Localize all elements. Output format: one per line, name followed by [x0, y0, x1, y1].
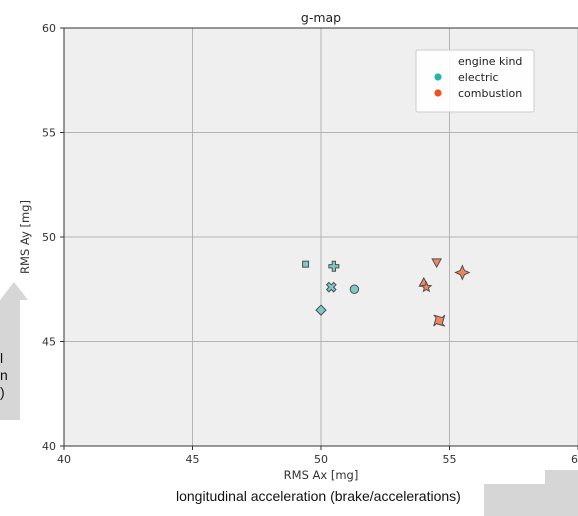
left-annotation-line2: n	[0, 367, 8, 383]
left-annotation-line3: )	[0, 384, 5, 400]
y-tick-label: 55	[42, 127, 56, 140]
electric-point-diamond	[315, 304, 327, 316]
legend-label-electric: electric	[458, 71, 499, 84]
x-tick-label: 40	[57, 453, 71, 466]
combustion-point-star	[420, 280, 433, 293]
electric-point-square	[302, 260, 310, 268]
y-tick-label: 60	[42, 22, 56, 35]
y-tick-label: 50	[42, 231, 56, 244]
legend-marker-electric	[434, 73, 442, 81]
y-tick-label: 40	[42, 440, 56, 453]
electric-point-circle	[349, 284, 360, 294]
combustion-point-star4	[454, 264, 471, 281]
y-axis-label: RMS Ay [mg]	[18, 200, 32, 274]
bottom-arrow-shape	[484, 470, 578, 516]
x-tick-label: 50	[314, 453, 328, 466]
combustion-point-pinwheel	[433, 314, 446, 327]
left-arrow-shape	[0, 282, 28, 420]
electric-point-plus	[328, 260, 340, 272]
combustion-point-triangle-down	[431, 258, 442, 269]
legend-label-combustion: combustion	[458, 87, 522, 100]
electric-point-x	[325, 281, 337, 293]
x-axis-label: RMS Ax [mg]	[284, 468, 359, 482]
chart-title: g-map	[301, 10, 341, 25]
left-annotation-line1: l	[0, 350, 4, 366]
y-tick-label: 45	[42, 336, 56, 349]
bottom-annotation: longitudinal acceleration (brake/acceler…	[176, 488, 461, 504]
x-tick-label: 55	[443, 453, 457, 466]
legend-title: engine kind	[458, 55, 522, 68]
x-tick-label: 45	[186, 453, 200, 466]
x-tick-label: 60	[571, 453, 578, 466]
legend-marker-combustion	[434, 89, 442, 97]
legend-box	[415, 49, 535, 113]
